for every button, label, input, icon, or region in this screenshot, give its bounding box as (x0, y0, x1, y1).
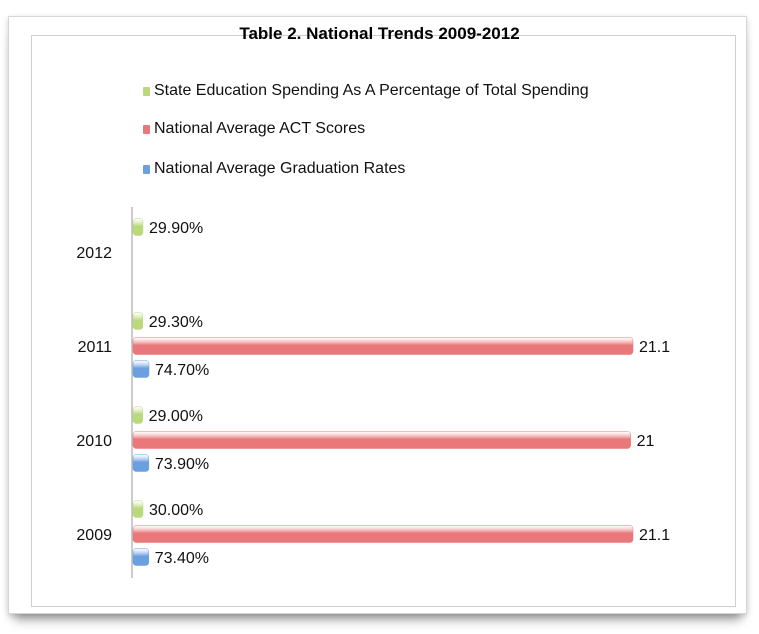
data-label-2010-series-2: 73.90% (155, 456, 209, 473)
bar-2009-series-1 (132, 525, 634, 543)
bar-2010-series-1 (132, 431, 631, 449)
data-label-2011-series-2: 74.70% (155, 362, 209, 379)
data-label-2010-series-0: 29.00% (149, 408, 203, 425)
bar-2010-series-2 (132, 454, 150, 472)
data-label-2009-series-1: 21.1 (639, 527, 670, 544)
legend-item-spending: State Education Spending As A Percentage… (143, 82, 589, 100)
chart-title: Table 2. National Trends 2009-2012 (239, 24, 520, 43)
legend-label-graduation: National Average Graduation Rates (154, 160, 406, 177)
legend-item-act: National Average ACT Scores (143, 120, 365, 138)
data-label-2012-series-0: 29.90% (149, 220, 203, 237)
category-label-2009: 2009 (76, 527, 112, 544)
data-label-2009-series-2: 73.40% (155, 550, 209, 567)
legend-swatch-act (143, 124, 150, 134)
bar-2011-series-2 (132, 360, 150, 378)
data-label-2011-series-0: 29.30% (149, 314, 203, 331)
data-label-2009-series-0: 30.00% (149, 502, 203, 519)
data-label-2011-series-1: 21.1 (639, 339, 670, 356)
legend-label-act: National Average ACT Scores (154, 120, 366, 137)
bar-2011-series-1 (132, 337, 634, 355)
data-label-2010-series-1: 21 (637, 433, 655, 450)
bar-2009-series-0 (132, 500, 144, 518)
legend-item-graduation: National Average Graduation Rates (143, 160, 405, 178)
bar-2012-series-0 (132, 218, 144, 236)
legend-swatch-graduation (143, 164, 150, 174)
category-label-2012: 2012 (76, 245, 112, 262)
bar-2010-series-0 (132, 406, 143, 424)
bar-2011-series-0 (132, 312, 144, 330)
bar-2009-series-2 (132, 548, 149, 566)
legend-swatch-spending (143, 86, 150, 96)
category-label-2011: 2011 (78, 339, 113, 356)
legend-label-spending: State Education Spending As A Percentage… (154, 82, 589, 99)
category-label-2010: 2010 (76, 433, 112, 450)
